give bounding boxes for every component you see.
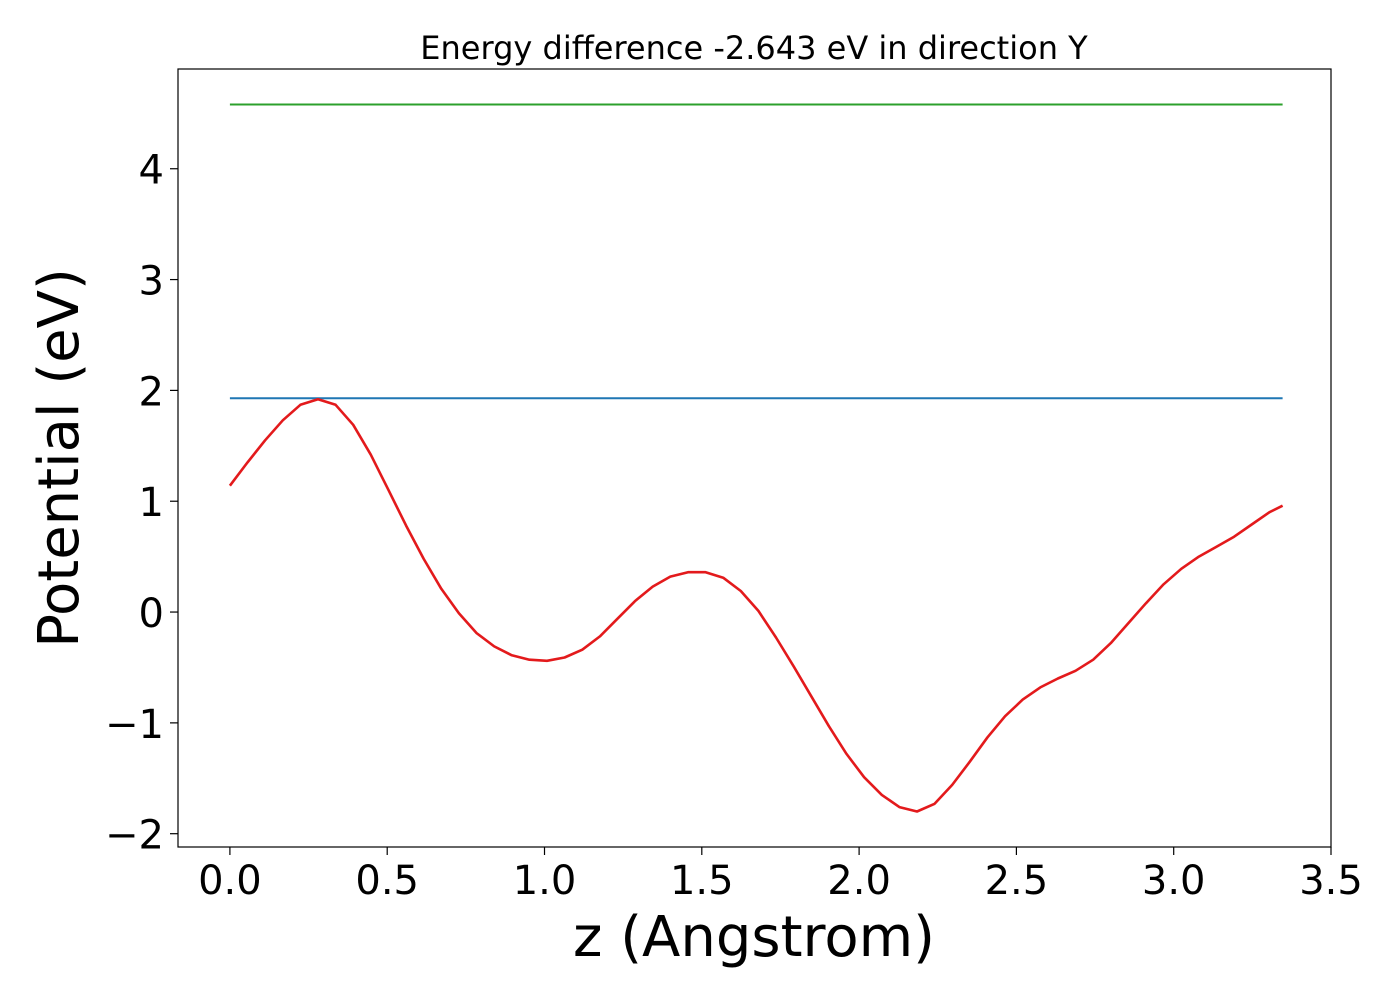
x-tick-label-2: 1.0 bbox=[513, 858, 577, 904]
y-axis: −2 −1 0 1 2 3 4 bbox=[105, 148, 178, 859]
y-tick-label-2: 0 bbox=[139, 591, 164, 637]
x-tick-label-1: 0.5 bbox=[355, 858, 419, 904]
series-layer bbox=[228, 103, 1284, 813]
x-tick-label-3: 1.5 bbox=[670, 858, 734, 904]
y-tick-label-6: 4 bbox=[139, 148, 164, 194]
y-tick-label-4: 2 bbox=[139, 369, 164, 415]
x-tick-label-4: 2.0 bbox=[827, 858, 891, 904]
y-tick-label-0: −2 bbox=[105, 813, 164, 859]
y-tick-label-3: 1 bbox=[139, 480, 164, 526]
x-tick-label-6: 3.0 bbox=[1142, 858, 1206, 904]
x-axis-title: z (Angstrom) bbox=[573, 905, 935, 970]
x-tick-label-7: 3.5 bbox=[1299, 858, 1363, 904]
plot-frame bbox=[177, 68, 1332, 848]
y-tick-label-1: −1 bbox=[105, 702, 164, 748]
x-tick-label-0: 0.0 bbox=[198, 858, 262, 904]
chart-title: Energy difference -2.643 eV in direction… bbox=[420, 29, 1088, 67]
x-tick-label-5: 2.5 bbox=[985, 858, 1049, 904]
y-tick-label-5: 3 bbox=[139, 259, 164, 305]
series-line-2 bbox=[228, 397, 1284, 813]
x-axis: 0.0 0.5 1.0 1.5 2.0 2.5 3.0 3.5 bbox=[198, 847, 1363, 904]
y-axis-title: Potential (eV) bbox=[27, 268, 92, 648]
